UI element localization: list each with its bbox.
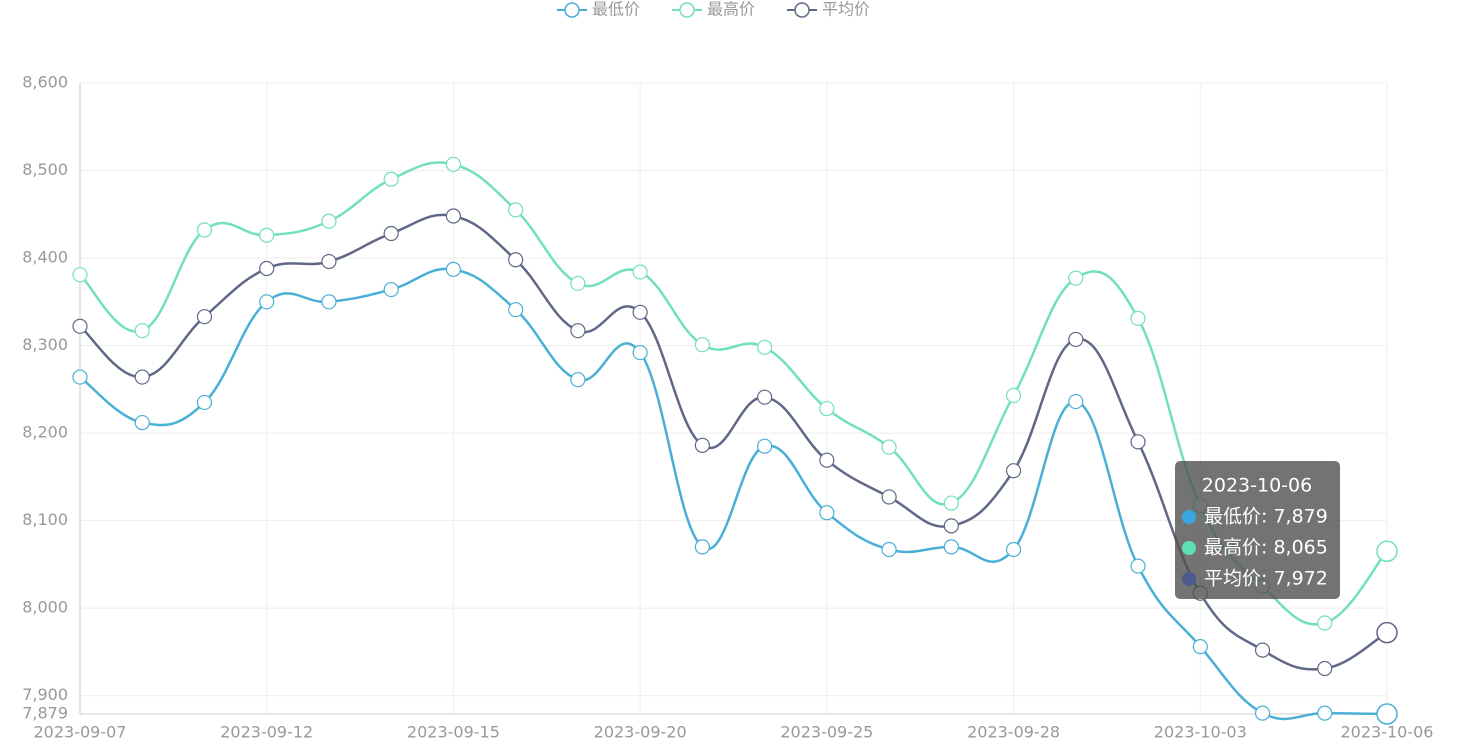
data-point <box>1317 660 1333 677</box>
data-point <box>943 518 959 534</box>
x-tick-label: 2023-09-28 <box>967 723 1060 742</box>
data-point <box>1254 705 1271 721</box>
data-point <box>757 389 773 405</box>
data-point <box>694 539 710 555</box>
tooltip-row: 最高价: 8,065 <box>1204 537 1328 559</box>
data-point <box>196 222 213 238</box>
data-point <box>1317 705 1333 721</box>
y-tick-label: 8,600 <box>22 73 68 92</box>
data-point <box>1254 642 1271 658</box>
data-point <box>1192 639 1208 655</box>
data-point <box>259 227 275 243</box>
data-point <box>1005 541 1022 558</box>
data-point <box>134 369 150 385</box>
data-point <box>881 541 897 558</box>
x-tick-label: 2023-09-12 <box>220 723 313 742</box>
data-point <box>632 344 648 361</box>
data-point <box>570 275 586 292</box>
data-point <box>508 302 524 318</box>
x-tick-label: 2023-10-06 <box>1341 723 1434 742</box>
data-point <box>259 294 275 310</box>
data-point <box>694 437 710 453</box>
x-tick-label: 2023-10-03 <box>1154 723 1247 742</box>
line-series <box>79 213 1388 671</box>
y-tick-label: 8,400 <box>22 248 68 267</box>
data-point <box>445 156 462 172</box>
tooltip-row: 最低价: 7,879 <box>1204 506 1328 528</box>
x-tick-label: 2023-09-15 <box>407 723 500 742</box>
legend-label: 最高价 <box>707 0 755 19</box>
data-point <box>72 318 88 334</box>
tooltip: 2023-10-06 最低价: 7,879 最高价: 8,065 平均价: 7,972 <box>1175 461 1340 599</box>
legend-label: 平均价 <box>822 0 870 19</box>
data-point <box>757 438 773 454</box>
data-point <box>196 309 213 325</box>
y-tick-label: 8,000 <box>22 598 68 617</box>
data-point <box>1068 331 1084 348</box>
data-point <box>819 505 835 521</box>
legend-symbol <box>679 2 695 18</box>
x-tick-label: 2023-09-07 <box>34 723 127 742</box>
data-point <box>1005 387 1022 404</box>
data-point <box>1130 310 1146 327</box>
data-point <box>134 414 150 431</box>
data-point <box>570 372 586 388</box>
data-point <box>383 281 399 298</box>
data-point <box>259 260 275 277</box>
data-point <box>694 337 710 353</box>
legend-symbol <box>794 2 810 18</box>
data-point <box>508 252 524 268</box>
x-tick-label: 2023-09-25 <box>780 723 873 742</box>
legend: 最低价 最高价 平均价 <box>557 0 870 19</box>
data-point <box>632 304 648 320</box>
data-point <box>72 267 88 283</box>
data-point <box>943 539 959 555</box>
data-point <box>445 261 462 278</box>
tooltip-row: 平均价: 7,972 <box>1204 568 1328 590</box>
data-point <box>1317 615 1333 631</box>
y-tick-label: 8,200 <box>22 423 68 442</box>
data-point <box>1005 463 1022 479</box>
data-point <box>321 213 337 229</box>
tooltip-title: 2023-10-06 <box>1202 475 1312 497</box>
tooltip-dot <box>1182 510 1196 524</box>
data-point <box>632 264 648 280</box>
data-point <box>383 171 399 187</box>
y-tick-label: 8,300 <box>22 335 68 354</box>
legend-label: 最低价 <box>592 0 640 19</box>
data-point <box>943 495 959 511</box>
data-point <box>321 294 337 310</box>
data-point <box>881 439 897 455</box>
data-point <box>321 253 337 270</box>
y-tick-label: 8,500 <box>22 160 68 179</box>
data-point <box>196 394 213 411</box>
y-tick-label: 8,100 <box>22 510 68 529</box>
data-point <box>881 489 897 505</box>
data-point <box>1376 621 1398 644</box>
data-point <box>383 225 399 242</box>
data-point <box>72 369 88 385</box>
data-point <box>1130 434 1146 450</box>
data-point <box>445 208 462 224</box>
data-point <box>1068 270 1084 286</box>
legend-symbol <box>564 2 580 18</box>
y-tick-label: 7,879 <box>22 704 68 723</box>
data-point <box>819 452 835 468</box>
data-point <box>757 339 773 355</box>
data-point <box>1376 540 1398 562</box>
data-point <box>819 400 835 417</box>
y-tick-label: 7,900 <box>22 685 68 704</box>
data-point <box>134 323 150 339</box>
line-series <box>79 267 1388 721</box>
tooltip-dot <box>1182 572 1196 586</box>
tooltip-dot <box>1182 541 1196 555</box>
data-point <box>1130 558 1146 574</box>
tooltip-box <box>1175 461 1340 599</box>
data-point <box>508 202 524 218</box>
data-point <box>570 323 586 339</box>
data-point <box>1068 393 1084 410</box>
data-point <box>1376 703 1398 725</box>
x-tick-label: 2023-09-20 <box>594 723 687 742</box>
